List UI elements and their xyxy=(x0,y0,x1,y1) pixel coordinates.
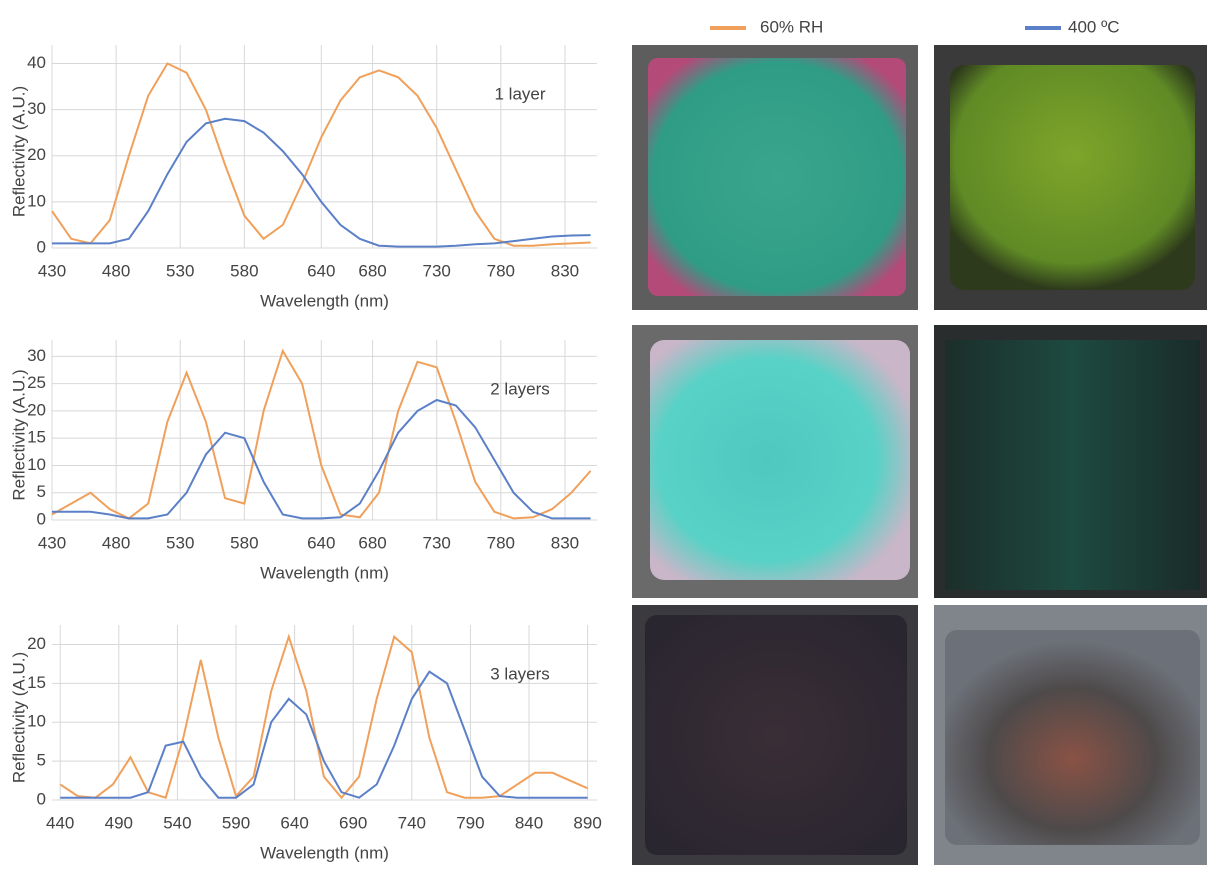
charts: 430 480 530 580 640 680 730 780 830010203040Wave… xyxy=(9,45,602,862)
x-tick-label: 890 xyxy=(573,813,601,832)
y-tick-label: 30 xyxy=(27,346,46,365)
x-tick-label: 480 xyxy=(102,533,130,552)
y-tick-label: 0 xyxy=(37,237,46,256)
y-tick-label: 30 xyxy=(27,99,46,118)
y-axis-title: Reflectivity (A.U.) xyxy=(9,86,28,217)
y-tick-label: 20 xyxy=(27,634,46,653)
photo xyxy=(648,58,906,296)
annotation: 2 layers xyxy=(490,379,550,398)
x-tick-label: 440 xyxy=(46,813,74,832)
x-tick-label: 830 xyxy=(551,261,579,280)
x-tick-label: 690 xyxy=(339,813,367,832)
legend-label: 400 ºC xyxy=(1068,17,1120,36)
photo xyxy=(950,65,1195,290)
photo xyxy=(645,615,907,855)
x-tick-label: 740 xyxy=(398,813,426,832)
photos xyxy=(632,45,1207,865)
x-tick-label: 640 xyxy=(280,813,308,832)
y-tick-label: 15 xyxy=(27,673,46,692)
y-tick-label: 15 xyxy=(27,428,46,447)
x-tick-label: 830 xyxy=(551,533,579,552)
y-tick-label: 10 xyxy=(27,191,46,210)
x-tick-label: 780 xyxy=(487,533,515,552)
y-tick-label: 5 xyxy=(37,482,46,501)
annotation: 3 layers xyxy=(490,664,550,683)
y-tick-label: 10 xyxy=(27,712,46,731)
x-tick-label: 730 xyxy=(423,261,451,280)
x-axis-title: Wavelength (nm) xyxy=(260,291,389,310)
x-tick-label: 580 xyxy=(230,261,258,280)
x-tick-label: 490 xyxy=(105,813,133,832)
photo xyxy=(945,630,1200,845)
series-line xyxy=(51,62,591,247)
series-line xyxy=(51,348,592,520)
series-line xyxy=(52,398,591,520)
x-tick-label: 640 xyxy=(307,533,335,552)
y-tick-label: 0 xyxy=(37,509,46,528)
photo xyxy=(945,340,1200,590)
x-tick-label: 790 xyxy=(456,813,484,832)
y-axis-title: Reflectivity (A.U.) xyxy=(9,369,28,500)
y-tick-label: 10 xyxy=(27,455,46,474)
series-line xyxy=(52,117,591,248)
x-tick-label: 540 xyxy=(163,813,191,832)
y-tick-label: 20 xyxy=(27,400,46,419)
x-tick-label: 480 xyxy=(102,261,130,280)
x-tick-label: 530 xyxy=(166,533,194,552)
chart: 430 480 530 580 640 680 730 780 830 0 5 10 15 20 25 30 W… xyxy=(9,340,597,582)
series-line xyxy=(59,633,589,800)
x-tick-label: 640 xyxy=(307,261,335,280)
legend: 60% RH 400 ºC xyxy=(710,17,1120,36)
x-tick-label: 730 xyxy=(423,533,451,552)
x-tick-label: 840 xyxy=(515,813,543,832)
x-tick-label: 780 xyxy=(487,261,515,280)
chart: 430 480 530 580 640 680 730 780 830 0 10 20 30 40 Wave… xyxy=(9,45,597,310)
x-tick-label: 680 xyxy=(358,261,386,280)
x-axis-title: Wavelength (nm) xyxy=(260,563,389,582)
photo xyxy=(650,340,910,580)
y-axis-title: Reflectivity (A.U.) xyxy=(9,652,28,783)
x-tick-label: 430 xyxy=(38,533,66,552)
x-tick-label: 590 xyxy=(222,813,250,832)
x-tick-label: 680 xyxy=(358,533,386,552)
y-tick-label: 25 xyxy=(27,373,46,392)
x-axis-title: Wavelength (nm) xyxy=(260,843,389,862)
annotation: 1 layer xyxy=(494,84,545,103)
y-tick-label: 20 xyxy=(27,145,46,164)
x-tick-label: 430 xyxy=(38,261,66,280)
series-line xyxy=(60,670,588,799)
x-tick-label: 530 xyxy=(166,261,194,280)
y-tick-label: 40 xyxy=(27,53,46,72)
y-tick-label: 0 xyxy=(37,789,46,808)
chart: 440 490 540 590 640 690 740 790 840 890 0 5 10 15 20 Wa… xyxy=(9,625,602,862)
x-tick-label: 580 xyxy=(230,533,258,552)
legend-label: 60% RH xyxy=(760,17,823,36)
y-tick-label: 5 xyxy=(37,751,46,770)
